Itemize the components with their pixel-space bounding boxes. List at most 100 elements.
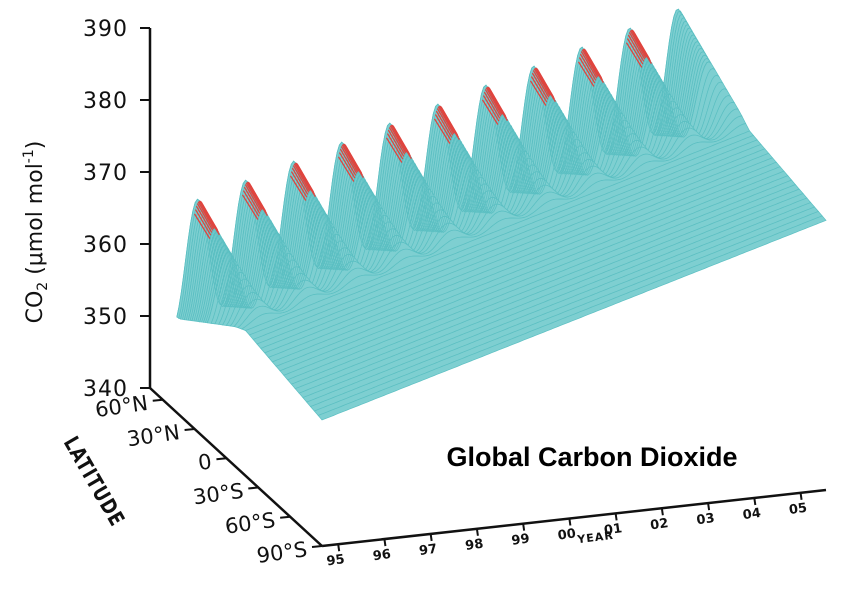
year-tick-mark xyxy=(753,497,757,506)
highlight-stripe xyxy=(491,95,508,122)
year-tick-mark xyxy=(660,508,664,516)
highlight-stripe xyxy=(483,91,501,119)
highlight-stripe xyxy=(577,61,595,87)
highlight-stripe xyxy=(243,186,261,214)
highlight-stripe xyxy=(484,89,502,117)
surface-mesh-line xyxy=(191,34,697,321)
highlight-stripe xyxy=(481,99,499,125)
surface-mesh-line xyxy=(189,30,695,321)
highlight-stripe xyxy=(530,76,548,103)
highlight-stripe xyxy=(436,108,454,136)
year-tick-label: 98 xyxy=(464,537,484,554)
highlight-stripe xyxy=(244,184,262,212)
highlight-stripe xyxy=(389,125,407,154)
highlight-stripe xyxy=(193,213,211,239)
year-tick-mark xyxy=(475,528,479,536)
year-tick-mark xyxy=(799,492,803,500)
z-axis-title-sub: 2 xyxy=(35,282,51,291)
highlight-stripe xyxy=(578,57,596,84)
highlight-stripe xyxy=(337,156,355,182)
year-tick-mark xyxy=(707,502,711,511)
highlight-stripe xyxy=(433,118,451,144)
latitude-tick-label: 90°S xyxy=(255,537,308,568)
highlight-stripe xyxy=(531,72,549,100)
z-tick-label: 370 xyxy=(83,161,128,186)
year-axis-ticks: 95 96 97 98 99 00 01 02 03 04 05 xyxy=(326,492,808,569)
highlight-stripe xyxy=(241,194,259,220)
z-tick-label: 350 xyxy=(83,305,128,330)
highlight-stripe xyxy=(635,38,652,64)
highlight-stripe xyxy=(196,203,214,231)
latitude-tick-mark xyxy=(184,427,195,431)
surface-mesh-line xyxy=(205,57,710,323)
z-axis-title-sup: -1 xyxy=(21,149,37,163)
highlight-stripe xyxy=(293,163,311,192)
highlight-stripe xyxy=(629,30,647,59)
z-axis-title: CO2 (μmol mol-1) xyxy=(21,141,51,324)
surface-mesh-line xyxy=(201,51,706,323)
highlight-stripe xyxy=(341,144,359,173)
year-tick-mark xyxy=(337,544,341,552)
highlight-stripe xyxy=(587,57,604,83)
highlight-stripe xyxy=(388,127,406,155)
latitude-tick-label: 0 xyxy=(197,449,214,475)
highlight-stripe xyxy=(435,110,453,138)
surface-mesh-line xyxy=(195,40,701,322)
highlight-stripe xyxy=(338,152,356,179)
latitude-tick-mark xyxy=(280,515,291,519)
year-tick-label: 99 xyxy=(511,531,531,548)
highlight-stripe xyxy=(443,114,460,141)
highlight-stripe xyxy=(386,133,404,160)
highlight-stripe xyxy=(197,201,215,230)
z-tick-label: 340 xyxy=(83,377,128,402)
latitude-tick-mark xyxy=(216,457,227,461)
surface-mesh-line xyxy=(178,10,684,319)
co2-surface xyxy=(176,8,827,421)
z-axis-title-close: ) xyxy=(23,141,48,150)
highlight-stripe xyxy=(195,205,213,233)
latitude-tick-label: 30°S xyxy=(192,479,245,510)
chart-axes xyxy=(148,28,827,548)
highlight-stripe xyxy=(533,68,551,97)
highlight-stripe xyxy=(340,146,358,174)
latitude-axis-title: LATITUDE xyxy=(58,432,130,531)
highlight-stripe xyxy=(289,175,307,201)
year-tick-mark xyxy=(383,538,387,547)
latitude-axis-line xyxy=(149,387,323,547)
highlight-stripe xyxy=(290,171,308,198)
highlight-stripe xyxy=(385,137,403,163)
highlight-stripe xyxy=(434,114,452,141)
highlight-stripe xyxy=(628,32,646,60)
highlight-stripe xyxy=(579,53,597,81)
z-tick-label: 380 xyxy=(83,89,128,114)
year-axis-line xyxy=(321,488,827,548)
highlight-stripe xyxy=(242,190,260,217)
latitude-tick-label: 60°S xyxy=(223,508,276,539)
highlight-stripe xyxy=(532,70,550,98)
highlight-stripe xyxy=(194,209,212,236)
year-tick-label: 00 xyxy=(557,526,577,543)
z-axis-ticks: 340 350 360 370 380 390 xyxy=(83,17,150,402)
highlight-stripe xyxy=(627,34,645,62)
highlight-stripe xyxy=(626,38,644,65)
highlight-stripe xyxy=(485,87,503,116)
surface-mesh-line xyxy=(176,8,682,318)
year-tick-label: 02 xyxy=(649,516,669,533)
highlight-stripe xyxy=(299,171,316,198)
surface-mesh-line xyxy=(203,54,708,323)
highlight-stripe xyxy=(581,49,599,78)
highlight-stripe xyxy=(292,165,310,193)
highlight-stripe xyxy=(347,152,364,179)
year-tick-mark xyxy=(522,523,526,531)
highlight-stripe xyxy=(437,106,455,135)
surface-mesh-line xyxy=(185,23,691,320)
highlight-stripe xyxy=(387,129,405,157)
z-tick-label: 360 xyxy=(83,233,128,258)
surface-band xyxy=(317,215,827,421)
year-tick-label: 97 xyxy=(418,542,438,559)
highlight-stripe xyxy=(245,182,263,211)
surface-mesh-line xyxy=(184,20,689,320)
highlight-stripe xyxy=(539,76,556,103)
highlight-stripe xyxy=(580,51,598,79)
